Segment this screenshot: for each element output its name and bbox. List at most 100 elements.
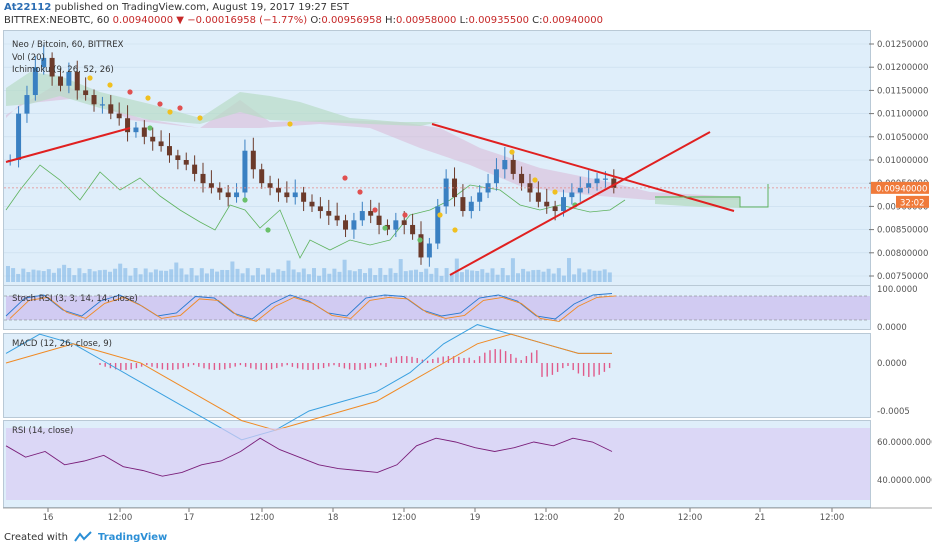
- candle-body: [594, 178, 600, 184]
- candle-body: [225, 192, 231, 198]
- candle-body: [426, 243, 432, 258]
- volume-bar: [179, 268, 184, 282]
- candle-body: [586, 183, 592, 188]
- tradingview-brand[interactable]: TradingView: [97, 531, 168, 543]
- candle-body: [401, 220, 407, 225]
- last-price-tag: 0.00940000: [876, 184, 927, 194]
- stoch-legend: Stoch RSI (3, 3, 14, 14, close): [12, 294, 138, 304]
- candle-body: [602, 178, 608, 180]
- volume-bar: [46, 269, 51, 282]
- trendline: [5, 127, 131, 163]
- price-tick-label: 0.01150000: [877, 86, 928, 96]
- volume-bar: [424, 268, 429, 282]
- trendline: [449, 131, 711, 276]
- candle-body: [410, 224, 416, 235]
- candle-body: [611, 178, 617, 188]
- candle-body: [183, 160, 189, 165]
- symbol-label: BITTREX:NEOBTC, 60: [4, 15, 110, 26]
- candle-body: [510, 160, 516, 174]
- price-panel[interactable]: [3, 30, 871, 292]
- volume-bar: [485, 272, 490, 282]
- candle-body: [108, 104, 114, 114]
- volume-bar: [490, 268, 495, 282]
- volume-bar: [383, 274, 388, 282]
- candle-body: [208, 183, 214, 188]
- volume-bar: [291, 269, 296, 282]
- volume-bar: [21, 268, 26, 282]
- volume-bar: [36, 270, 41, 282]
- time-tick-label: 21: [755, 513, 766, 523]
- last-price-tag-bg: [871, 181, 929, 194]
- volume-bar: [225, 270, 230, 282]
- volume-bar: [510, 258, 515, 282]
- volume-bar: [296, 272, 301, 282]
- volume-bar: [215, 271, 220, 282]
- volume-bar: [174, 262, 179, 282]
- candle-body: [91, 95, 97, 105]
- volume-bar: [87, 268, 92, 282]
- candle-body: [133, 127, 139, 133]
- volume-bar: [556, 268, 561, 282]
- volume-bar: [465, 269, 469, 282]
- ichimoku-dot: [452, 227, 458, 233]
- volume-bar: [92, 271, 97, 282]
- volume-bar: [368, 268, 373, 282]
- stoch-d-line: [9, 295, 617, 322]
- macd-panel[interactable]: [3, 333, 871, 418]
- candle-body: [16, 113, 22, 160]
- macd-signal-line: [5, 333, 612, 431]
- price-tick-label: 0.01000000: [877, 156, 928, 166]
- candle-body: [99, 104, 105, 106]
- volume-bar: [108, 271, 112, 282]
- volume-bar: [286, 260, 291, 282]
- ichimoku-dot: [242, 197, 248, 203]
- candle-body: [376, 215, 382, 225]
- volume-bar: [306, 274, 311, 282]
- volume-bar: [153, 269, 158, 282]
- volume-bar: [102, 269, 107, 282]
- publish-text: published on TradingView.com, August 19,…: [51, 2, 349, 13]
- candle-body: [544, 201, 550, 207]
- candle-body: [150, 136, 156, 142]
- countdown-tag-bg: [896, 195, 929, 208]
- candle-body: [577, 187, 583, 193]
- author-link[interactable]: At22112: [4, 2, 52, 13]
- candle-body: [49, 57, 55, 77]
- volume-bar: [597, 270, 602, 282]
- volume-bar: [276, 269, 281, 282]
- candle-body: [393, 220, 399, 230]
- time-tick-label: 12:00: [108, 513, 133, 523]
- ichimoku-dot: [107, 82, 113, 88]
- volume-bar: [271, 272, 276, 282]
- volume-bar: [357, 269, 362, 282]
- volume-bar: [516, 273, 520, 282]
- stoch-tick-label: 100.0000: [877, 285, 918, 295]
- volume-bar: [281, 270, 286, 282]
- ichimoku-dot: [532, 177, 538, 183]
- ichimoku-dot: [145, 95, 151, 101]
- volume-bar: [414, 269, 418, 282]
- ichimoku-dot: [402, 212, 408, 218]
- volume-bar: [342, 259, 347, 282]
- volume-bar: [582, 272, 587, 282]
- volume-bar: [57, 268, 61, 282]
- volume-bar: [337, 271, 342, 282]
- ohlc-line: BITTREX:NEOBTC, 60 0.00940000 ▼ −0.00016…: [4, 15, 603, 26]
- volume-bar: [245, 268, 250, 282]
- volume-bar: [541, 271, 546, 282]
- volume-bar: [378, 268, 383, 282]
- candle-body: [368, 211, 374, 216]
- volume-bar: [41, 271, 46, 282]
- volume-bar: [419, 271, 424, 282]
- volume-bar: [67, 268, 72, 282]
- candle-body: [200, 173, 206, 184]
- price-axis-bg: [871, 30, 932, 510]
- volume-bar: [82, 273, 87, 282]
- volume-bar: [470, 270, 475, 282]
- volume-bar: [77, 268, 82, 282]
- volume-bar: [118, 263, 123, 282]
- volume-bar: [128, 275, 133, 282]
- ichimoku-cloud-future: [655, 196, 740, 208]
- macd-tick-label: -0.0005: [877, 407, 910, 417]
